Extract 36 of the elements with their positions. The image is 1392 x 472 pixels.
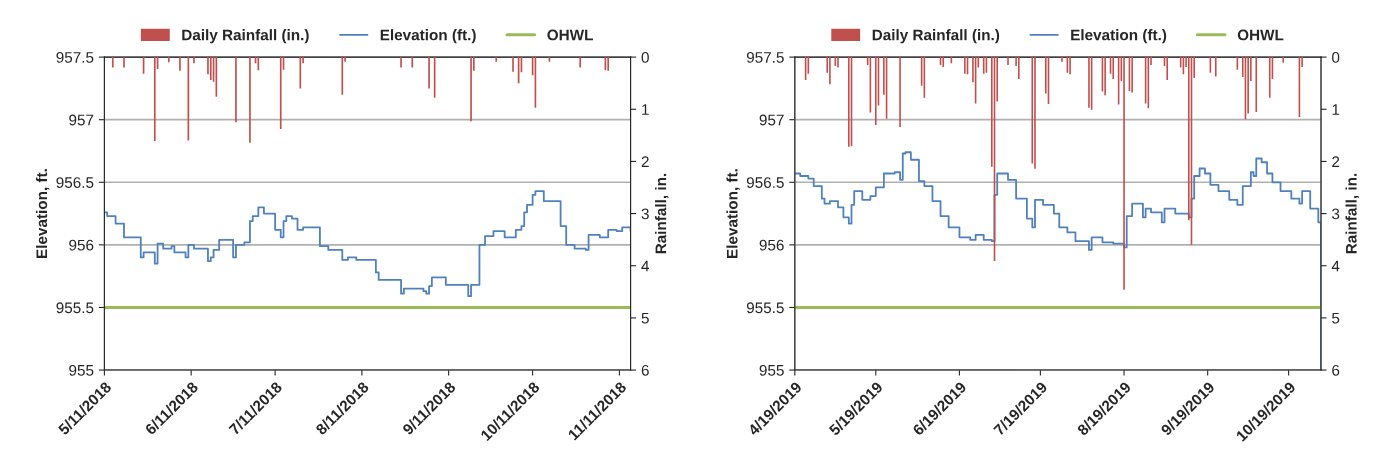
y-tick-label: 955 — [759, 364, 784, 376]
y-axis-title: Elevation, ft. — [726, 169, 740, 258]
y2-tick-label: 5 — [641, 312, 649, 324]
y2-tick-label: 0 — [641, 51, 649, 63]
legend-label: Daily Rainfall (in.) — [182, 29, 309, 44]
y2-tick-label: 2 — [641, 156, 649, 167]
legend-label: OHWL — [1237, 29, 1284, 41]
y-tick-label: 957.5 — [746, 51, 784, 63]
y-tick-label: 957.5 — [56, 51, 94, 63]
y-tick-label: 956 — [759, 239, 784, 251]
y2-tick-label: 4 — [641, 260, 650, 272]
y2-tick-label: 5 — [1332, 312, 1340, 324]
y2-tick-label: 3 — [641, 208, 649, 220]
legend-label: OHWL — [547, 29, 593, 41]
y2-tick-label: 1 — [642, 104, 649, 115]
y-tick-label: 956.5 — [56, 177, 94, 188]
y-tick-label: 955.5 — [746, 302, 784, 314]
y2-tick-label: 2 — [1332, 156, 1340, 167]
y-tick-label: 957 — [69, 114, 94, 126]
y2-tick-label: 4 — [1331, 260, 1340, 272]
y-tick-label: 956 — [69, 239, 94, 251]
y2-tick-label: 6 — [641, 364, 649, 376]
y-tick-label: 955 — [69, 364, 94, 376]
y-tick-label: 956.5 — [746, 177, 784, 188]
y2-axis-title: Rainfall, in. — [655, 173, 669, 254]
y2-tick-label: 1 — [1332, 104, 1340, 115]
legend-label: Elevation (ft.) — [380, 29, 476, 44]
y2-tick-label: 6 — [1332, 364, 1340, 376]
y2-axis-title: Rainfall, in. — [1345, 173, 1359, 254]
y-axis-title: Elevation, ft. — [35, 169, 50, 258]
y-tick-label: 957 — [759, 114, 784, 126]
y2-tick-label: 0 — [1332, 51, 1340, 63]
y-tick-label: 955.5 — [56, 302, 94, 314]
legend-label: Daily Rainfall (in.) — [872, 29, 1000, 44]
y2-tick-label: 3 — [1332, 208, 1340, 220]
legend-label: Elevation (ft.) — [1071, 29, 1167, 44]
